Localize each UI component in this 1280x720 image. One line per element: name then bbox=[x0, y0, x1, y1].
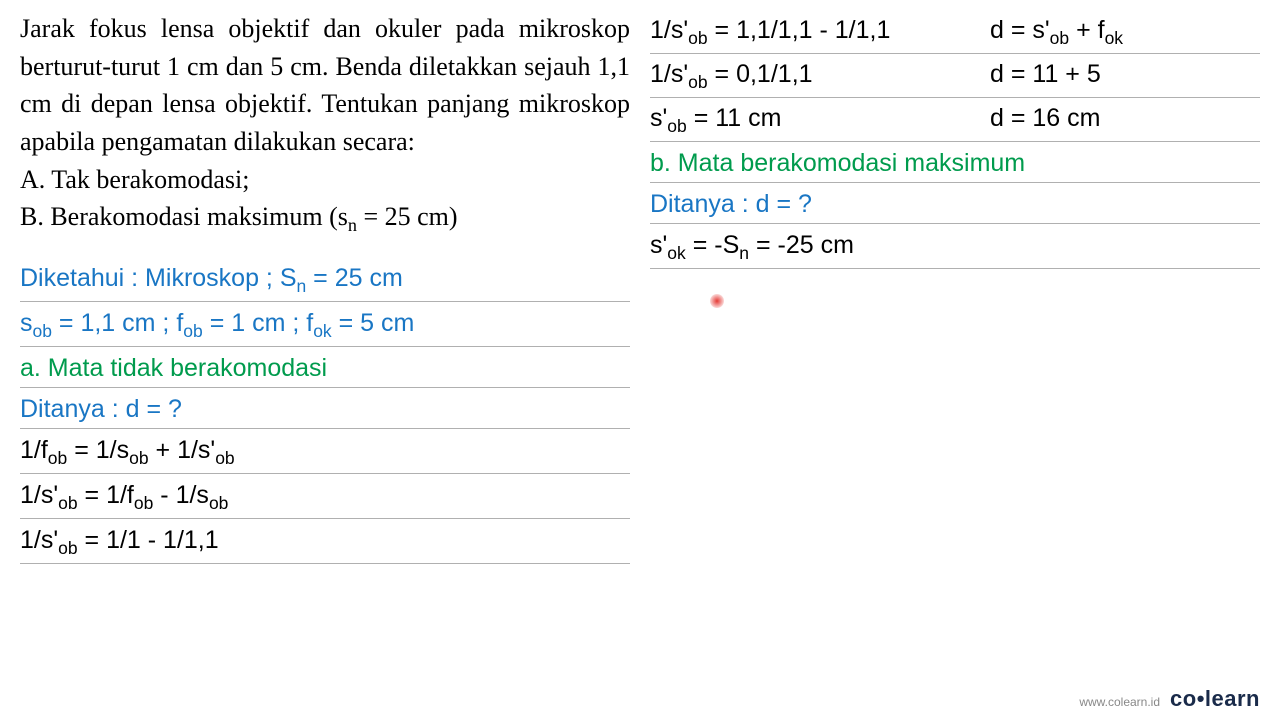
given-line-1: Diketahui : Mikroskop ; Sn = 25 cm bbox=[20, 257, 630, 302]
part-b-heading: b. Mata berakomodasi maksimum bbox=[650, 142, 1260, 183]
asked-line-b: Ditanya : d = ? bbox=[650, 183, 1260, 224]
problem-option-b: B. Berakomodasi maksimum (sn = 25 cm) bbox=[20, 202, 458, 231]
calc-3b: d = 16 cm bbox=[990, 104, 1100, 137]
calc-1b: d = s'ob + fok bbox=[990, 16, 1123, 49]
calc-row-2: 1/s'ob = 0,1/1,1 d = 11 + 5 bbox=[650, 54, 1260, 98]
footer-brand: co•learn bbox=[1170, 686, 1260, 712]
asked-line: Ditanya : d = ? bbox=[20, 388, 630, 429]
calc-3a: s'ob = 11 cm bbox=[650, 104, 950, 137]
footer-url: www.colearn.id bbox=[1079, 695, 1160, 709]
calc-1a: 1/s'ob = 1,1/1,1 - 1/1,1 bbox=[650, 16, 950, 49]
right-column: 1/s'ob = 1,1/1,1 - 1/1,1 d = s'ob + fok … bbox=[640, 10, 1260, 720]
equation-b1: s'ok = -Sn = -25 cm bbox=[650, 224, 1260, 269]
left-column: Jarak fokus lensa objektif dan okuler pa… bbox=[20, 10, 640, 720]
problem-statement: Jarak fokus lensa objektif dan okuler pa… bbox=[20, 10, 630, 239]
calc-row-3: s'ob = 11 cm d = 16 cm bbox=[650, 98, 1260, 142]
calc-row-1: 1/s'ob = 1,1/1,1 - 1/1,1 d = s'ob + fok bbox=[650, 10, 1260, 54]
calc-2a: 1/s'ob = 0,1/1,1 bbox=[650, 60, 950, 93]
part-a-heading: a. Mata tidak berakomodasi bbox=[20, 347, 630, 388]
equation-3: 1/s'ob = 1/1 - 1/1,1 bbox=[20, 519, 630, 564]
equation-1: 1/fob = 1/sob + 1/s'ob bbox=[20, 429, 630, 474]
equation-2: 1/s'ob = 1/fob - 1/sob bbox=[20, 474, 630, 519]
footer: www.colearn.id co•learn bbox=[1079, 686, 1260, 712]
page-container: Jarak fokus lensa objektif dan okuler pa… bbox=[0, 0, 1280, 720]
calc-2b: d = 11 + 5 bbox=[990, 60, 1101, 93]
problem-text: Jarak fokus lensa objektif dan okuler pa… bbox=[20, 14, 630, 156]
given-line-2: sob = 1,1 cm ; fob = 1 cm ; fok = 5 cm bbox=[20, 302, 630, 347]
problem-option-a: A. Tak berakomodasi; bbox=[20, 165, 249, 194]
pointer-icon bbox=[710, 294, 724, 308]
